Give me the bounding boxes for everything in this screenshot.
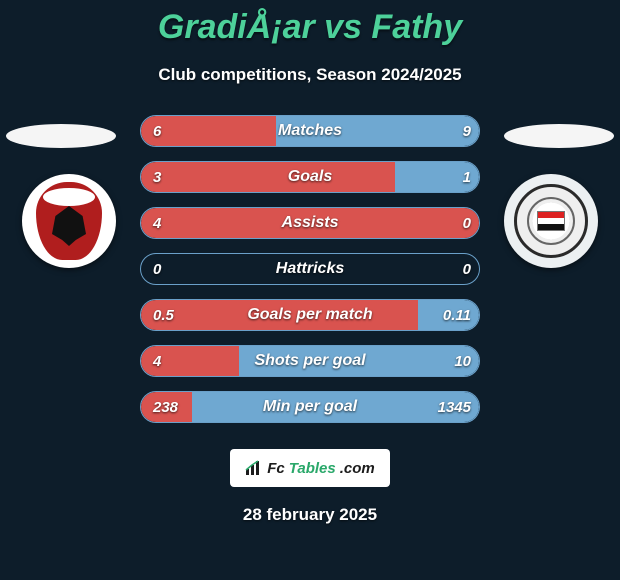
stat-row: 0.5 0.11 Goals per match bbox=[140, 299, 480, 331]
brand-bars-icon bbox=[245, 460, 263, 476]
stat-label: Assists bbox=[282, 214, 339, 232]
stat-value-left: 3 bbox=[153, 169, 161, 186]
stat-label: Goals bbox=[288, 168, 332, 186]
stat-value-left: 238 bbox=[153, 399, 178, 416]
stat-row: 0 0 Hattricks bbox=[140, 253, 480, 285]
stat-label: Hattricks bbox=[276, 260, 344, 278]
page-title: GradiÅ¡ar vs Fathy bbox=[0, 0, 620, 47]
stat-value-right: 9 bbox=[463, 123, 471, 140]
stats-list: 69Matches31Goals40Assists00Hattricks0.50… bbox=[0, 115, 620, 423]
footer-date: 28 february 2025 bbox=[0, 505, 620, 525]
stat-row: 3 1 Goals bbox=[140, 161, 480, 193]
stat-value-left: 0 bbox=[153, 261, 161, 278]
stat-row: 238 1345 Min per goal bbox=[140, 391, 480, 423]
stat-value-left: 6 bbox=[153, 123, 161, 140]
stat-value-right: 0 bbox=[463, 261, 471, 278]
stat-value-right: 1 bbox=[463, 169, 471, 186]
stat-value-right: 1345 bbox=[438, 399, 471, 416]
brand-com: .com bbox=[340, 460, 375, 477]
stat-label: Matches bbox=[278, 122, 342, 140]
brand-fc: Fc bbox=[267, 460, 285, 477]
stat-row: 4 10 Shots per goal bbox=[140, 345, 480, 377]
stat-row: 6 9 Matches bbox=[140, 115, 480, 147]
stat-value-right: 10 bbox=[454, 353, 471, 370]
stat-label: Goals per match bbox=[247, 306, 372, 324]
stat-fill-left bbox=[141, 162, 395, 192]
brand-chip[interactable]: FcTables.com bbox=[230, 449, 390, 487]
stat-value-right: 0.11 bbox=[443, 307, 471, 324]
subtitle: Club competitions, Season 2024/2025 bbox=[0, 65, 620, 85]
stat-row: 4 0 Assists bbox=[140, 207, 480, 239]
stat-label: Shots per goal bbox=[254, 352, 365, 370]
stat-value-right: 0 bbox=[463, 215, 471, 232]
stat-value-left: 0.5 bbox=[153, 307, 174, 324]
stat-value-left: 4 bbox=[153, 353, 161, 370]
stat-value-left: 4 bbox=[153, 215, 161, 232]
stat-label: Min per goal bbox=[263, 398, 357, 416]
brand-tables: Tables bbox=[289, 460, 336, 477]
